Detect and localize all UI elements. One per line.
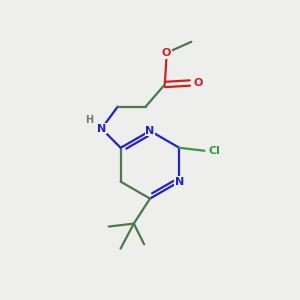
Text: O: O [194,78,203,88]
Text: O: O [162,48,171,58]
Text: H: H [85,116,93,125]
Text: Cl: Cl [209,146,220,156]
Text: N: N [146,126,154,136]
Text: N: N [175,177,184,187]
Text: N: N [97,124,106,134]
